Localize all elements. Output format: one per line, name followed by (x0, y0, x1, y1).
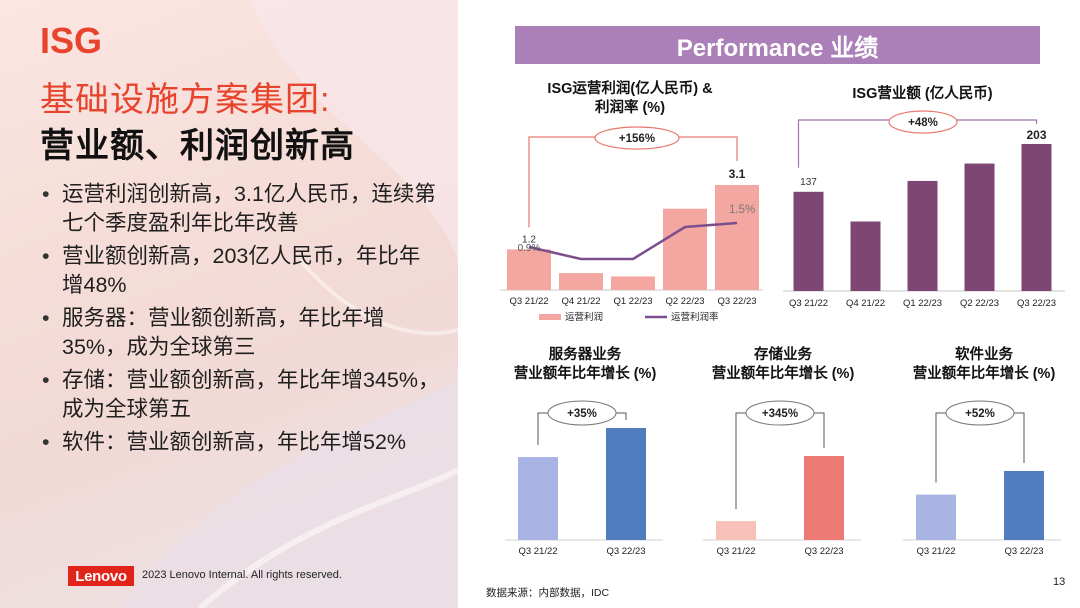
revenue-bar (850, 221, 881, 291)
storage-chart: Q3 21/22 Q3 22/23 +345% (703, 400, 861, 557)
lenovo-logo: Lenovo (68, 566, 134, 586)
title-isg: ISG (40, 20, 103, 61)
bullet-item: 运营利润创新高，3.1亿人民币，连续第七个季度盈利年比年改善 (40, 180, 440, 238)
title-main: 营业额、利润创新高 (40, 127, 355, 165)
data-label: 137 (800, 177, 817, 188)
x-tick-label: Q4 21/22 (561, 296, 600, 307)
profit-bar (507, 249, 551, 290)
x-tick-label: Q1 22/23 (613, 296, 652, 307)
profit-bar (611, 276, 655, 290)
profit-chart-title-line2: 利润率 (%) (594, 100, 666, 116)
x-tick-label: Q3 22/23 (1017, 298, 1056, 309)
storage-chart-title-line1: 存储业务 (754, 347, 812, 363)
growth-bar (606, 428, 646, 540)
growth-bar (804, 456, 844, 540)
profit-bar (559, 273, 603, 290)
data-label: 1.5% (729, 204, 755, 216)
profit-chart-title-line1: ISG运营利润(亿人民币) & (547, 81, 713, 97)
profit-bar (663, 208, 707, 290)
x-tick-label: Q3 22/23 (717, 296, 756, 307)
server-chart: Q3 21/22 Q3 22/23 +35% (505, 400, 663, 557)
growth-label: +156% (619, 133, 655, 145)
x-tick-label: Q3 22/23 (804, 546, 843, 557)
data-label: 0.9% (518, 243, 541, 254)
data-source: 数据来源：内部数据，IDC (486, 587, 610, 599)
bullet-item: 存储：营业额创新高，年比年增345%，成为全球第五 (40, 366, 440, 424)
server-chart-title: 服务器业务 营业额年比年增长 (%) (485, 346, 685, 384)
revenue-chart-title: ISG营业额 (亿人民币) (852, 86, 993, 102)
legend-swatch-profit (539, 314, 561, 320)
performance-banner: Performance 业绩 (515, 26, 1040, 64)
left-panel: ISG 基础设施方案集团: 营业额、利润创新高 运营利润创新高，3.1亿人民币，… (0, 0, 458, 608)
growth-bar (518, 457, 558, 540)
data-label: 3.1 (729, 167, 746, 181)
growth-badge (547, 400, 617, 426)
bullet-list: 运营利润创新高，3.1亿人民币，连续第七个季度盈利年比年改善 营业额创新高，20… (40, 180, 440, 461)
x-tick-label: Q2 22/23 (960, 298, 999, 309)
storage-chart-title: 存储业务 营业额年比年增长 (%) (683, 346, 883, 384)
software-chart: Q3 21/22 Q3 22/23 +52% (903, 400, 1061, 557)
software-chart-title-line1: 软件业务 (955, 347, 1013, 363)
legend-label-profit: 运营利润 (565, 311, 603, 323)
growth-badge (745, 400, 815, 426)
growth-bar (716, 521, 756, 540)
x-tick-label: Q3 21/22 (518, 546, 557, 557)
revenue-bar (907, 180, 938, 291)
growth-label: +345% (762, 408, 798, 420)
profit-chart: Q3 21/22 Q4 21/22 Q1 22/23 Q2 22/23 Q3 22/23… (500, 126, 763, 323)
server-chart-title-line1: 服务器业务 (548, 347, 622, 363)
legend-label-margin: 运营利润率 (671, 311, 719, 323)
growth-label: +48% (908, 117, 938, 129)
revenue-chart: Q3 21/22 Q4 21/22 Q1 22/23 Q2 22/23 Q3 22/23… (783, 110, 1065, 309)
profit-bar (715, 185, 759, 290)
data-label: 203 (1026, 128, 1046, 142)
growth-badge (594, 126, 680, 150)
growth-label: +52% (965, 408, 995, 420)
x-tick-label: Q3 21/22 (716, 546, 755, 557)
x-tick-label: Q4 21/22 (846, 298, 885, 309)
revenue-bar (793, 191, 824, 291)
margin-line (528, 221, 738, 261)
copyright: 2023 Lenovo Internal. All rights reserve… (142, 569, 342, 581)
software-chart-title: 软件业务 营业额年比年增长 (%) (884, 346, 1080, 384)
growth-bar (916, 494, 956, 540)
x-tick-label: Q3 21/22 (509, 296, 548, 307)
growth-bar (1004, 471, 1044, 540)
growth-badge (888, 110, 958, 134)
x-tick-label: Q2 22/23 (665, 296, 704, 307)
growth-badge (945, 400, 1015, 426)
revenue-bar (964, 163, 995, 291)
server-chart-title-line2: 营业额年比年增长 (%) (513, 366, 657, 382)
x-tick-label: Q3 21/22 (789, 298, 828, 309)
bullet-item: 软件：营业额创新高，年比年增52% (40, 428, 440, 457)
profit-chart-title: ISG运营利润(亿人民币) & 利润率 (%) (505, 80, 755, 118)
title-group: 基础设施方案集团: (40, 81, 331, 119)
bullet-item: 营业额创新高，203亿人民币，年比年增48% (40, 242, 440, 300)
growth-label: +35% (567, 408, 597, 420)
x-tick-label: Q3 22/23 (606, 546, 645, 557)
software-chart-title-line2: 营业额年比年增长 (%) (912, 366, 1056, 382)
x-tick-label: Q1 22/23 (903, 298, 942, 309)
bullet-item: 服务器：营业额创新高，年比年增35%，成为全球第三 (40, 304, 440, 362)
x-tick-label: Q3 22/23 (1004, 546, 1043, 557)
data-label: 1.2 (522, 234, 536, 245)
storage-chart-title-line2: 营业额年比年增长 (%) (711, 366, 855, 382)
x-tick-label: Q3 21/22 (916, 546, 955, 557)
revenue-bar (1021, 144, 1052, 291)
page-number: 13 (1053, 576, 1066, 588)
